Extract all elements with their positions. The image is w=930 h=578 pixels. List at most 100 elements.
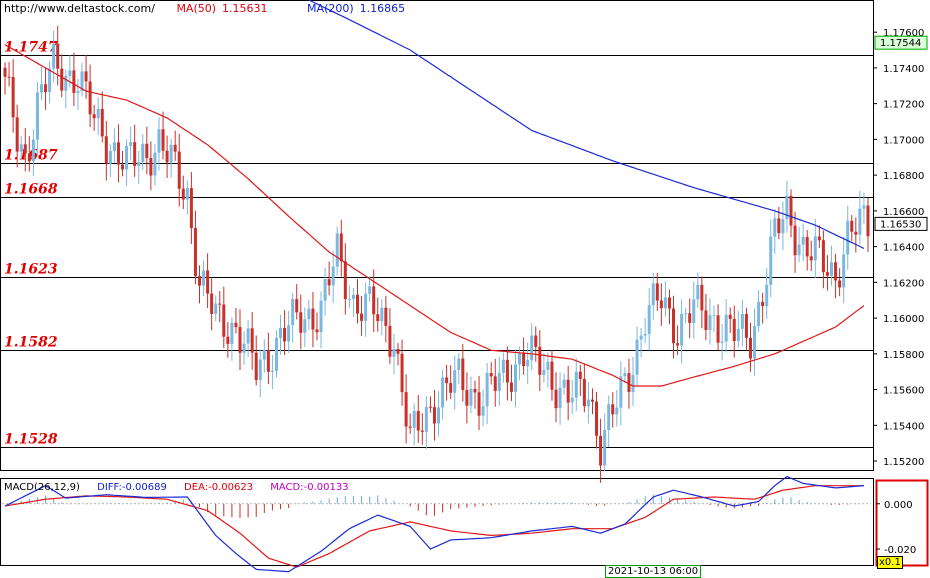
- candle-body: [825, 272, 829, 276]
- candle-body: [518, 352, 522, 365]
- candle-body: [355, 294, 359, 314]
- candle-body: [52, 43, 56, 69]
- candle-body: [846, 220, 850, 255]
- candle-body: [39, 84, 43, 93]
- candle-body: [428, 406, 432, 408]
- candle-body: [595, 401, 599, 436]
- candle-body: [68, 70, 72, 76]
- price-level-label: 1.1528: [4, 432, 58, 448]
- price-tick-label: 1.17000: [883, 135, 924, 146]
- ma200-line: [308, 0, 865, 249]
- price-tick-label: 1.15200: [883, 457, 924, 468]
- price-tick-label: 1.16000: [883, 314, 924, 325]
- chart-header: http://www.deltastock.com/ MA(50) 1.15631…: [4, 2, 441, 15]
- candle-body: [712, 315, 716, 317]
- price-panel-frame: [0, 0, 874, 471]
- candle-body: [603, 430, 607, 466]
- candle-body: [505, 359, 509, 383]
- candle-body: [554, 389, 558, 409]
- ma50-value: 1.15631: [222, 2, 268, 15]
- candle-body: [116, 142, 120, 165]
- candle-body: [230, 322, 234, 344]
- candle-body: [234, 322, 238, 328]
- macd-tick-label: -0.020: [884, 545, 916, 556]
- candle-body: [449, 383, 453, 393]
- candle-body: [477, 392, 481, 416]
- candle-body: [84, 71, 88, 82]
- ma200-label: MA(200): [307, 2, 354, 15]
- candle-body: [631, 374, 635, 392]
- candle-body: [254, 352, 258, 381]
- price-tick-label: 1.16600: [883, 207, 924, 218]
- candle-body: [104, 136, 108, 164]
- candle-body: [680, 313, 684, 346]
- candle-body: [202, 270, 206, 286]
- candle-body: [534, 335, 538, 347]
- candle-body: [283, 327, 287, 342]
- candles-group: [3, 25, 870, 483]
- candle-body: [27, 153, 31, 162]
- candle-body: [489, 373, 493, 377]
- candle-body: [181, 188, 185, 200]
- candle-body: [291, 299, 295, 326]
- candle-body: [307, 308, 311, 320]
- candle-body: [400, 353, 404, 393]
- candle-body: [704, 310, 708, 330]
- macd-histogram-group: [12, 494, 857, 518]
- candle-body: [311, 308, 315, 330]
- candle-body: [319, 300, 323, 333]
- candle-body: [7, 76, 11, 78]
- candle-body: [493, 376, 497, 391]
- candle-body: [700, 284, 704, 311]
- candle-body: [672, 308, 676, 344]
- candle-body: [339, 233, 343, 262]
- top-price-label: 1.17544: [880, 38, 921, 49]
- price-tick-label: 1.17200: [883, 100, 924, 111]
- candle-body: [437, 407, 441, 424]
- candle-body: [388, 325, 392, 357]
- candle-body: [299, 312, 303, 333]
- candle-body: [514, 364, 518, 392]
- candle-body: [335, 233, 339, 267]
- candle-body: [185, 188, 189, 200]
- candle-body: [724, 314, 728, 342]
- candle-body: [303, 319, 307, 333]
- macd-scale-label[interactable]: x0.1: [877, 556, 903, 569]
- crosshair-date-label: 2021-10-13 06:00: [605, 565, 702, 578]
- candle-body: [108, 151, 112, 164]
- candle-body: [748, 337, 752, 359]
- candle-body: [3, 67, 7, 77]
- candle-body: [599, 435, 603, 466]
- candle-body: [222, 304, 226, 337]
- candle-body: [546, 361, 550, 370]
- candle-body: [262, 350, 266, 360]
- price-tick-label: 1.17600: [883, 28, 924, 39]
- candle-body: [655, 283, 659, 301]
- candle-body: [842, 254, 846, 288]
- candle-body: [590, 399, 594, 402]
- candle-body: [651, 283, 655, 306]
- candle-body: [270, 371, 274, 373]
- macd-diff: DIFF:-0.00689: [97, 482, 167, 493]
- candle-body: [15, 117, 19, 152]
- candle-body: [408, 426, 412, 428]
- candle-body: [416, 411, 420, 431]
- candle-body: [866, 205, 870, 237]
- candle-body: [173, 144, 177, 152]
- macd-tick-label: 0.000: [884, 500, 913, 511]
- candle-body: [821, 240, 825, 273]
- macd-name: MACD(26,12,9): [4, 482, 80, 493]
- candle-body: [193, 228, 197, 277]
- candle-body: [153, 152, 157, 176]
- candle-body: [781, 219, 785, 234]
- candle-body: [80, 71, 84, 91]
- macd-panel-frame: [0, 478, 874, 566]
- candle-body: [347, 299, 351, 301]
- candle-body: [850, 220, 854, 232]
- site-url[interactable]: http://www.deltastock.com/: [4, 2, 155, 15]
- price-tick-label: 1.15800: [883, 350, 924, 361]
- candle-body: [206, 270, 210, 294]
- macd-header: MACD(26,12,9) DIFF:-0.00689 DEA:-0.00623…: [4, 482, 363, 493]
- candle-body: [481, 406, 485, 416]
- candle-body: [23, 144, 27, 154]
